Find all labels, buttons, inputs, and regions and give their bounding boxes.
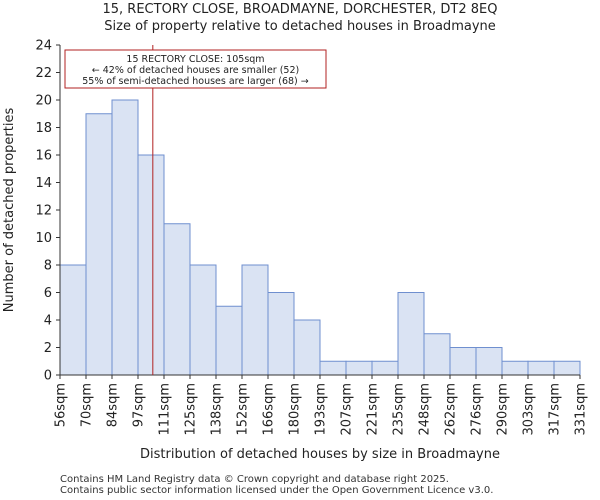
bar-18: [527, 360, 555, 376]
x-tick-label: 70sqm: [80, 383, 95, 427]
y-tick-label: 6: [44, 286, 52, 301]
x-axis-label: Distribution of detached houses by size …: [140, 447, 500, 462]
x-tick-label: 248sqm: [418, 383, 433, 436]
annotation-line-1: 15 RECTORY CLOSE: 105sqm: [126, 54, 264, 65]
y-tick-label: 18: [35, 121, 52, 136]
x-tick-label: 56sqm: [54, 383, 69, 427]
bar-8: [267, 292, 295, 376]
bar-1: [85, 113, 113, 376]
annotation-line-2: ← 42% of detached houses are smaller (52…: [92, 65, 299, 76]
x-tick-label: 262sqm: [444, 383, 459, 436]
y-tick-label: 2: [44, 341, 52, 356]
bar-16: [475, 347, 503, 376]
bar-10: [319, 360, 347, 376]
x-tick-label: 193sqm: [314, 383, 329, 436]
bar-9: [293, 319, 321, 376]
bar-6: [215, 305, 243, 376]
chart-subtitle: Size of property relative to detached ho…: [104, 19, 496, 34]
annotation-box: [64, 49, 327, 89]
x-tick-label: 207sqm: [340, 383, 355, 436]
x-tick-label: 331sqm: [574, 383, 589, 436]
y-axis-label: Number of detached properties: [2, 108, 17, 313]
y-tick-label: 10: [35, 231, 52, 246]
y-tick-label: 4: [44, 314, 52, 329]
bar-14: [423, 333, 451, 376]
x-tick-label: 290sqm: [496, 383, 511, 436]
y-tick-label: 14: [35, 176, 52, 191]
bar-11: [345, 360, 373, 376]
bar-4: [163, 223, 191, 376]
bar-5: [189, 264, 217, 376]
bar-2: [111, 99, 139, 376]
y-tick-label: 12: [35, 204, 52, 219]
x-tick-label: 303sqm: [522, 383, 537, 436]
y-tick-label: 8: [44, 259, 52, 274]
annotation-line-3: 55% of semi-detached houses are larger (…: [82, 76, 309, 87]
y-tick-label: 20: [35, 94, 52, 109]
y-tick-label: 24: [35, 39, 52, 54]
x-tick-label: 138sqm: [210, 383, 225, 436]
x-tick-label: 317sqm: [548, 383, 563, 436]
chart-title: 15, RECTORY CLOSE, BROADMAYNE, DORCHESTE…: [102, 2, 498, 17]
bar-7: [241, 264, 269, 376]
y-tick-label: 22: [35, 66, 52, 81]
bar-19: [553, 360, 581, 376]
bar-0: [59, 264, 87, 376]
y-tick-label: 0: [44, 369, 52, 384]
x-tick-label: 276sqm: [470, 383, 485, 436]
footer-line-1: Contains HM Land Registry data © Crown c…: [60, 474, 449, 485]
bar-12: [371, 360, 399, 376]
bar-13: [397, 292, 425, 376]
x-tick-label: 235sqm: [392, 383, 407, 436]
x-tick-label: 111sqm: [158, 383, 173, 436]
x-tick-label: 152sqm: [236, 383, 251, 436]
y-tick-label: 16: [35, 149, 52, 164]
x-tick-label: 97sqm: [132, 383, 147, 427]
bar-3: [137, 154, 165, 376]
x-tick-label: 166sqm: [262, 383, 277, 436]
x-tick-label: 221sqm: [366, 383, 381, 436]
footer-line-2: Contains public sector information licen…: [60, 485, 494, 496]
x-tick-label: 180sqm: [288, 383, 303, 436]
bar-15: [449, 347, 477, 376]
bar-17: [501, 360, 529, 376]
x-tick-label: 84sqm: [106, 383, 121, 427]
x-tick-label: 125sqm: [184, 383, 199, 436]
